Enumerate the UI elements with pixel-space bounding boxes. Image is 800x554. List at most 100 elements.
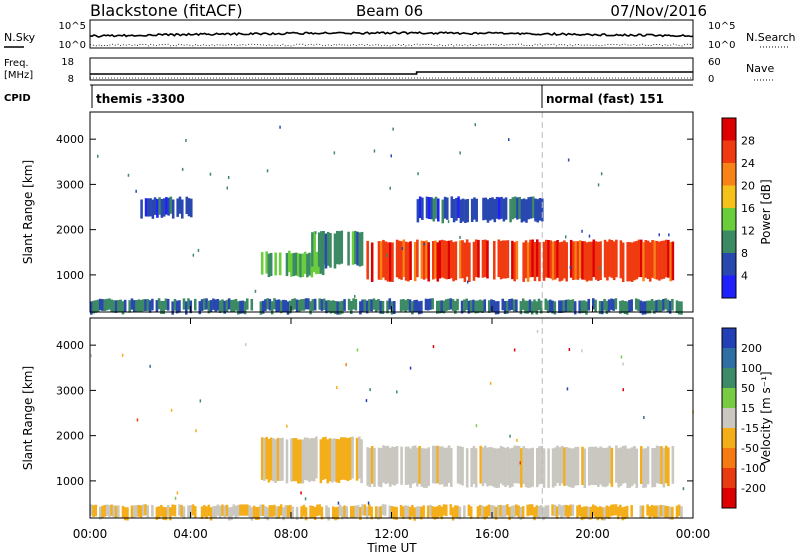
- scatter-point: [581, 229, 583, 233]
- scatter-point: [643, 416, 645, 419]
- colorbar-swatch: [722, 140, 736, 163]
- heatmap-cell: [292, 253, 296, 277]
- heatmap-cell: [454, 505, 457, 518]
- heatmap-cell: [173, 504, 177, 517]
- heatmap-cell: [300, 506, 303, 519]
- heatmap-cell: [581, 241, 584, 280]
- heatmap-cell: [612, 504, 615, 516]
- heatmap-cell: [432, 241, 435, 280]
- heatmap-cell: [133, 300, 136, 313]
- heatmap-cell: [521, 298, 525, 310]
- heatmap-cell: [443, 196, 447, 219]
- x-tick-label: 16:00: [475, 527, 510, 541]
- heatmap-cell: [182, 506, 186, 519]
- heatmap-cell: [140, 199, 143, 219]
- heatmap-cell: [499, 445, 503, 484]
- heatmap-cell: [554, 241, 557, 280]
- heatmap-cell: [434, 445, 437, 484]
- scatter-point: [127, 173, 130, 177]
- heatmap-cell: [164, 507, 168, 521]
- freq-panel-frame: [89, 57, 694, 81]
- heatmap-cell: [508, 448, 512, 488]
- heatmap-cell: [398, 240, 401, 279]
- heatmap-cell: [460, 300, 464, 314]
- y-tick-label: 3000: [56, 384, 84, 397]
- heatmap-cell: [160, 300, 163, 314]
- noise-panel-frame: [89, 19, 694, 49]
- heatmap-cell: [112, 505, 116, 518]
- scatter-point: [516, 438, 518, 442]
- scatter-point: [474, 123, 476, 127]
- scatter-point: [226, 186, 228, 190]
- heatmap-cell: [474, 448, 478, 488]
- heatmap-cell: [521, 506, 525, 519]
- heatmap-cell: [425, 196, 429, 219]
- heatmap-cell: [438, 505, 441, 517]
- heatmap-cell: [241, 300, 245, 314]
- heatmap-cell: [544, 505, 548, 518]
- heatmap-cell: [511, 197, 515, 220]
- heatmap-cell: [491, 197, 494, 220]
- heatmap-cell: [562, 504, 566, 517]
- scatter-point: [345, 363, 347, 367]
- colorbar-tick-label: 200: [741, 342, 762, 355]
- velocity-y-axis: 1000 2000 3000 4000: [56, 339, 693, 488]
- heatmap-cell: [175, 300, 179, 314]
- heatmap-cell: [393, 506, 396, 520]
- scatter-point: [365, 399, 368, 403]
- scatter-point: [658, 233, 660, 237]
- heatmap-cell: [413, 507, 416, 521]
- heatmap-cell: [293, 298, 297, 310]
- heatmap-cell: [214, 299, 217, 312]
- heatmap-cell: [352, 298, 355, 310]
- heatmap-cell: [185, 196, 189, 214]
- heatmap-cell: [234, 505, 238, 518]
- scatter-point: [174, 496, 177, 500]
- heatmap-cell: [500, 196, 503, 219]
- heatmap-cell: [666, 506, 670, 519]
- heatmap-cell: [126, 507, 129, 521]
- heatmap-cell: [465, 239, 469, 277]
- heatmap-cell: [178, 300, 181, 313]
- heatmap-cell: [324, 233, 328, 269]
- heatmap-cell: [406, 298, 410, 311]
- colorbar-swatch: [722, 163, 736, 186]
- scatter-point: [149, 364, 151, 368]
- heatmap-cell: [311, 299, 315, 311]
- heatmap-cell: [481, 447, 485, 486]
- heatmap-cell: [379, 448, 383, 488]
- heatmap-cell: [450, 196, 454, 218]
- heatmap-cell: [497, 505, 500, 517]
- scatter-point: [390, 154, 392, 158]
- heatmap-cell: [484, 239, 487, 278]
- heatmap-cell: [189, 505, 193, 517]
- scatter-point: [254, 289, 257, 293]
- heatmap-cell: [447, 240, 451, 279]
- heatmap-cell: [583, 300, 586, 313]
- heatmap-cell: [615, 445, 618, 483]
- heatmap-cell: [658, 446, 661, 484]
- heatmap-cell: [123, 507, 127, 521]
- heatmap-cell: [427, 447, 430, 486]
- heatmap-cell: [642, 448, 645, 488]
- heatmap-cell: [311, 505, 315, 519]
- heatmap-cell: [569, 504, 572, 516]
- heatmap-cell: [343, 505, 346, 518]
- heatmap-cell: [205, 298, 208, 310]
- heatmap-cell: [268, 505, 272, 517]
- heatmap-cell: [508, 299, 511, 311]
- heatmap-cell: [209, 507, 213, 521]
- heatmap-cell: [501, 298, 505, 311]
- heatmap-cell: [368, 299, 371, 311]
- heatmap-cell: [225, 504, 229, 517]
- nave-right-tick-bottom: 0: [708, 74, 714, 85]
- heatmap-cell: [359, 507, 362, 520]
- heatmap-cell: [662, 448, 666, 488]
- heatmap-cell: [347, 298, 351, 311]
- heatmap-cell: [502, 240, 505, 279]
- colorbar-swatch: [722, 388, 736, 408]
- heatmap-cell: [653, 240, 657, 279]
- heatmap-cell: [603, 507, 606, 521]
- heatmap-cell: [502, 198, 506, 222]
- heatmap-cell: [198, 301, 202, 315]
